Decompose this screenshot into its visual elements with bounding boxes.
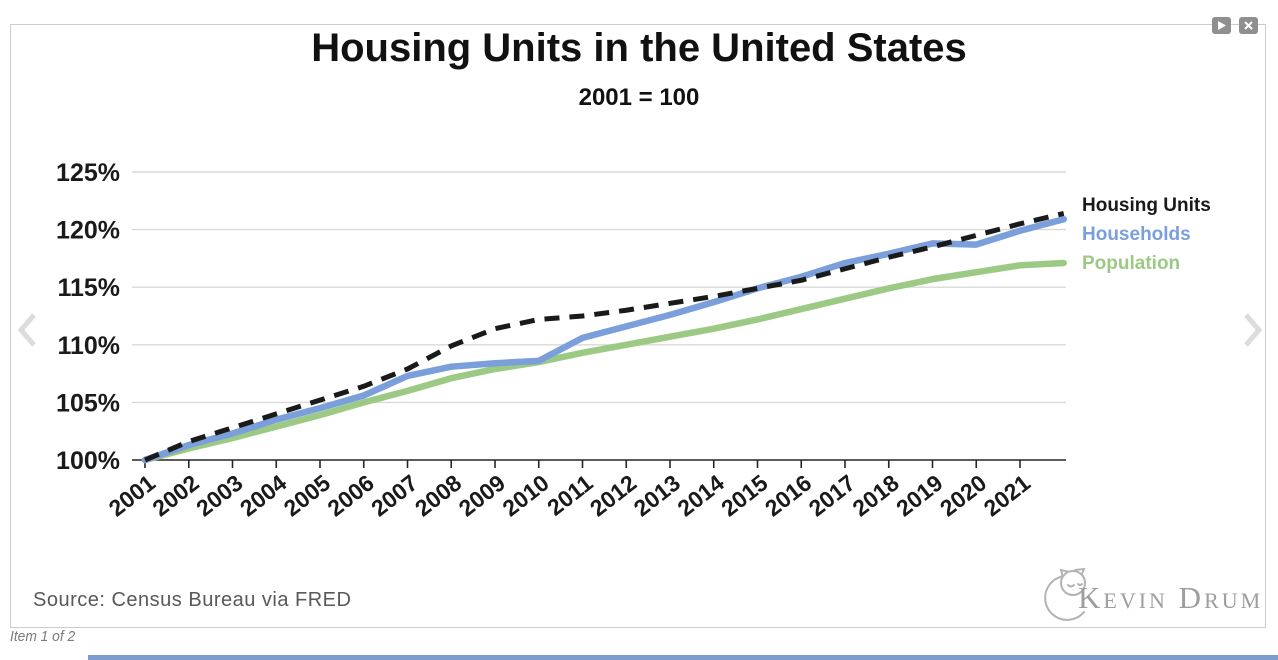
legend-population: Population	[1082, 253, 1181, 274]
close-icon	[1244, 21, 1253, 30]
cat-icon	[1032, 566, 1094, 629]
chart-subtitle: 2001 = 100	[578, 84, 700, 111]
logo-text: Kevin Drum	[1078, 580, 1264, 615]
item-counter: Item 1 of 2	[10, 628, 76, 645]
chart-legend: Housing Units Households Population	[1082, 194, 1211, 276]
chart-title: Housing Units in the United States	[311, 26, 967, 70]
play-icon	[1218, 21, 1226, 30]
next-item-peek	[88, 655, 1278, 660]
chart-card	[10, 24, 1266, 628]
legend-housing-units: Housing Units	[1082, 195, 1211, 216]
chevron-right-icon	[1244, 313, 1263, 347]
legend-households: Households	[1082, 224, 1191, 245]
source-note: Source: Census Bureau via FRED	[33, 589, 352, 611]
carousel-next-button[interactable]	[1240, 310, 1266, 350]
close-button[interactable]	[1239, 17, 1258, 34]
play-button[interactable]	[1212, 17, 1231, 34]
chevron-left-icon	[17, 313, 36, 347]
carousel-prev-button[interactable]	[14, 310, 40, 350]
kevin-drum-logo: Kevin Drum	[1032, 566, 1263, 629]
